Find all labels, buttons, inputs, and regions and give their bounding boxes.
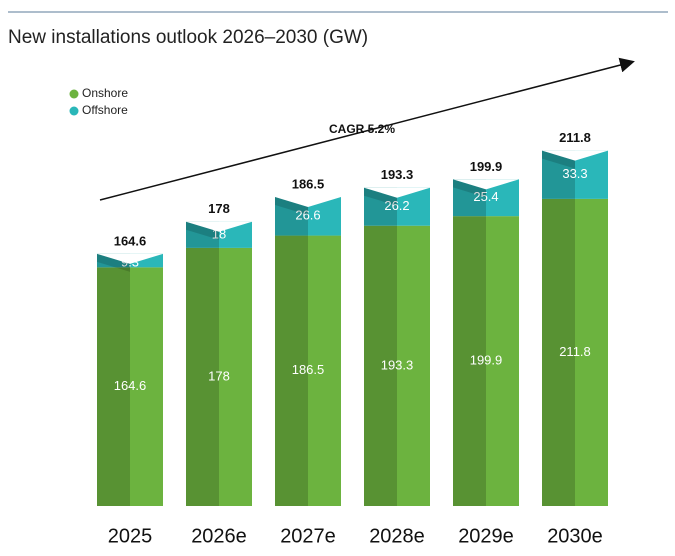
- onshore-bar: [275, 235, 341, 506]
- value-label: 26.2: [384, 198, 409, 213]
- chart-title: New installations outlook 2026–2030 (GW): [8, 27, 368, 48]
- value-label: 164.6: [114, 378, 147, 393]
- onshore-bar: [186, 247, 252, 506]
- total-label: 193.3: [381, 167, 414, 182]
- total-label: 186.5: [292, 176, 325, 191]
- bar-shade: [275, 235, 308, 506]
- legend-label: Onshore: [82, 86, 128, 100]
- bar-top: [453, 179, 519, 190]
- total-label: 199.9: [470, 159, 503, 174]
- value-label: 178: [208, 368, 230, 383]
- value-label: 186.5: [292, 362, 325, 377]
- total-label: 164.6: [114, 233, 147, 248]
- bar-shade: [97, 267, 130, 506]
- x-tick-label: 2029e: [458, 525, 514, 547]
- value-label: 211.8: [559, 344, 591, 359]
- trend-arrow: [99, 57, 635, 201]
- value-label: 199.9: [470, 353, 503, 368]
- bar-top-face: [364, 187, 397, 206]
- bar-shade: [186, 247, 219, 506]
- bar-top-face: [453, 179, 486, 198]
- onshore-bar: [97, 267, 163, 506]
- x-tick-label: 2027e: [280, 525, 336, 547]
- bar-top-face: [186, 221, 219, 240]
- total-label: 178: [208, 201, 230, 216]
- bar-top-face: [97, 253, 130, 272]
- cagr-annotation: CAGR 5.2%: [329, 122, 395, 136]
- x-tick-label: 2028e: [369, 525, 425, 547]
- bar-top-face: [542, 150, 575, 169]
- bar-top-face: [275, 197, 308, 216]
- value-label: 33.3: [562, 166, 587, 181]
- bar-top: [275, 197, 341, 208]
- x-tick-label: 2026e: [191, 525, 247, 547]
- legend-swatch: [69, 89, 79, 99]
- value-label: 26.6: [295, 208, 320, 223]
- onshore-bar: [364, 225, 430, 506]
- bar-top: [186, 221, 252, 232]
- legend-swatch: [69, 106, 79, 116]
- bar-shade: [542, 198, 575, 506]
- onshore-bar: [453, 216, 519, 506]
- value-label: 193.3: [381, 357, 414, 372]
- total-label: 211.8: [559, 130, 591, 145]
- bar-top: [97, 253, 163, 264]
- bar-shade: [364, 225, 397, 506]
- x-tick-label: 2025: [108, 525, 153, 547]
- bar-top: [364, 187, 430, 198]
- x-tick-label: 2030e: [547, 525, 603, 547]
- bar-top: [542, 150, 608, 161]
- bar-shade: [453, 216, 486, 506]
- onshore-bar: [542, 198, 608, 506]
- value-label: 25.4: [473, 189, 498, 204]
- legend-label: Offshore: [82, 103, 128, 117]
